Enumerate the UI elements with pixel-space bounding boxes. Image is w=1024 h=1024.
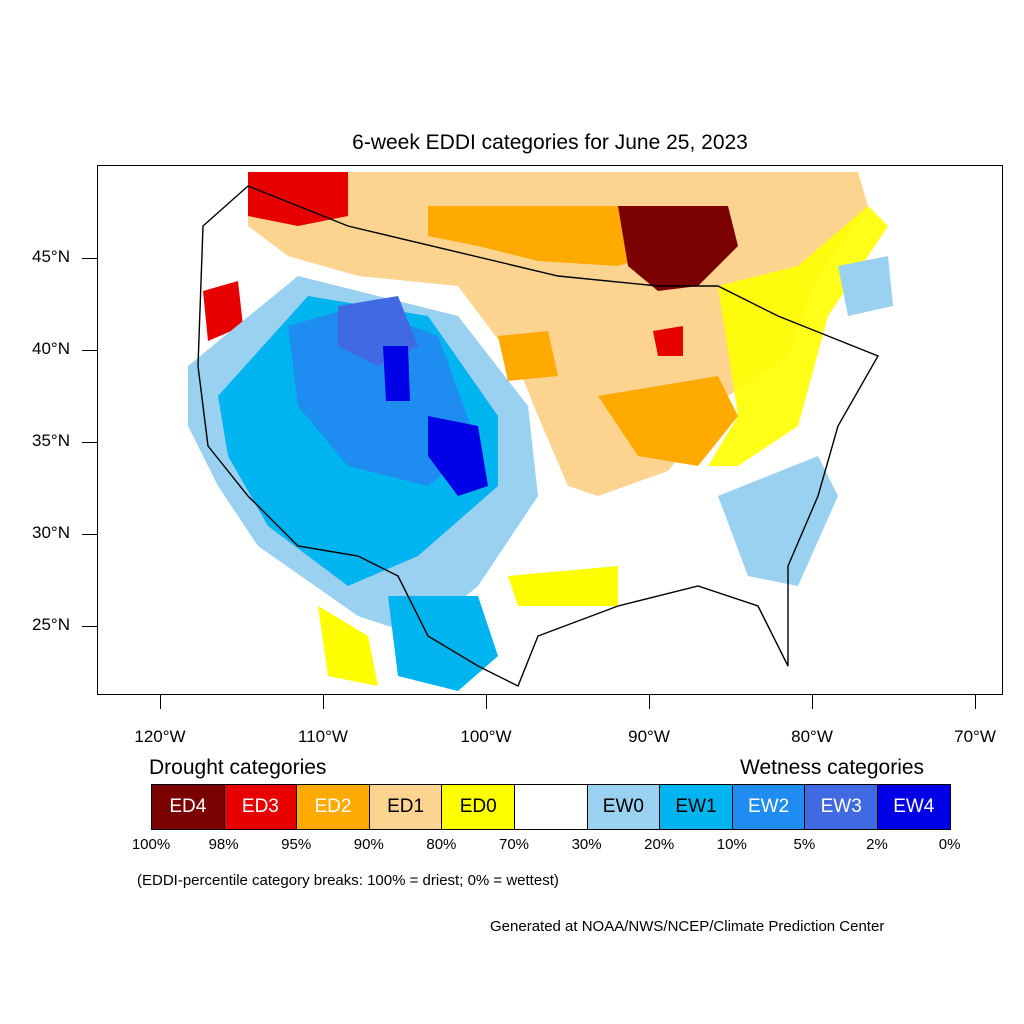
ew1-region-southeast	[718, 456, 838, 586]
latitude-tick-label: 25°N	[32, 615, 70, 634]
legend-break-label: 20%	[644, 836, 675, 853]
latitude-tick-label: 45°N	[32, 247, 70, 266]
credit-line: Generated at NOAA/NWS/NCEP/Climate Predi…	[490, 918, 885, 935]
legend-swatch: EW3	[804, 784, 878, 830]
ew1-region-texas	[388, 596, 498, 691]
latitude-tick-label: 40°N	[32, 339, 70, 358]
legend-break-label: 98%	[208, 836, 239, 853]
longitude-tick-mark	[323, 695, 324, 709]
eddi-map	[188, 172, 893, 691]
legend-break-label: 5%	[793, 836, 816, 853]
longitude-tick-mark	[486, 695, 487, 709]
latitude-tick-label: 30°N	[32, 523, 70, 542]
ed2-region-dakotas	[498, 331, 558, 381]
latitude-tick-mark	[82, 442, 97, 443]
longitude-tick-mark	[649, 695, 650, 709]
longitude-tick-label: 120°W	[134, 727, 186, 746]
ed3-region-pnw	[248, 172, 348, 226]
longitude-tick-label: 100°W	[460, 727, 512, 746]
longitude-tick-label: 90°W	[628, 727, 670, 746]
longitude-tick-mark	[160, 695, 161, 709]
ed4-region	[618, 206, 738, 291]
legend-break-label: 30%	[571, 836, 602, 853]
longitude-tick-mark	[812, 695, 813, 709]
ew1-region-northeast	[838, 256, 893, 316]
ew4-region-plains	[428, 416, 488, 496]
latitude-tick-mark	[82, 534, 97, 535]
legend-swatch	[514, 784, 588, 830]
legend-break-label: 2%	[866, 836, 888, 853]
legend-note: (EDDI-percentile category breaks: 100% =…	[137, 872, 559, 889]
ew4-region-wy	[383, 346, 410, 401]
latitude-tick-mark	[82, 626, 97, 627]
longitude-tick-label: 70°W	[954, 727, 996, 746]
ed3-region-oregon	[203, 281, 243, 341]
drought-heading: Drought categories	[149, 756, 327, 779]
legend-break-label: 80%	[426, 836, 457, 853]
longitude-tick-mark	[975, 695, 976, 709]
latitude-tick-label: 35°N	[32, 431, 70, 450]
legend-swatch: ED3	[223, 784, 298, 830]
ed0-region-baja	[318, 606, 378, 686]
legend-break-label: 10%	[716, 836, 747, 853]
legend-break-label: 100%	[131, 836, 171, 853]
ed2-region-north	[428, 206, 678, 266]
legend-break-label: 0%	[938, 836, 961, 853]
longitude-tick-label: 110°W	[298, 727, 348, 746]
map-title: 6-week EDDI categories for June 25, 2023	[352, 131, 748, 154]
map-panel	[97, 165, 1003, 695]
latitude-tick-mark	[82, 350, 97, 351]
legend-swatch: ED2	[296, 784, 370, 830]
legend-swatch: EW4	[877, 784, 951, 830]
legend-swatch: ED4	[151, 784, 225, 830]
legend-break-label: 70%	[498, 836, 530, 853]
legend-swatch: ED1	[368, 784, 443, 830]
legend-swatch: EW2	[731, 784, 806, 830]
ed0-region-gulf	[508, 566, 618, 606]
wetness-heading: Wetness categories	[740, 756, 925, 779]
legend-break-label: 95%	[281, 836, 312, 853]
us-outline	[197, 185, 880, 687]
longitude-tick-label: 80°W	[791, 727, 833, 746]
legend-swatch: ED0	[441, 784, 515, 830]
legend-swatch: EW1	[659, 784, 733, 830]
latitude-tick-mark	[82, 258, 97, 259]
legend-break-label: 90%	[353, 836, 384, 853]
legend-swatch: EW0	[586, 784, 661, 830]
ed3-region-mich	[653, 326, 683, 356]
ed2-region-midwest	[598, 376, 738, 466]
